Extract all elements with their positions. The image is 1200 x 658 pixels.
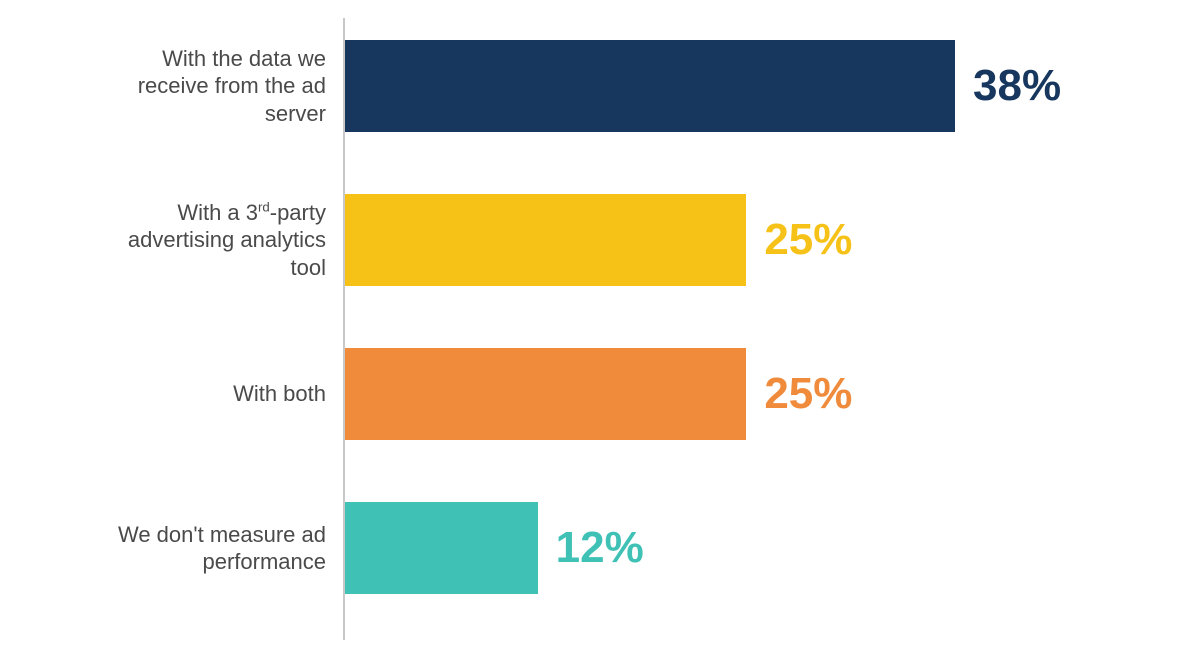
bar bbox=[345, 40, 955, 132]
value-label: 25% bbox=[764, 194, 852, 286]
chart-row: We don't measure ad performance 12% bbox=[0, 502, 1200, 594]
value-label: 25% bbox=[764, 348, 852, 440]
value-label: 12% bbox=[556, 502, 644, 594]
category-label: With both bbox=[96, 348, 326, 440]
bar bbox=[345, 348, 746, 440]
chart-row: With both 25% bbox=[0, 348, 1200, 440]
category-label: With the data we receive from the ad ser… bbox=[96, 40, 326, 132]
bar bbox=[345, 502, 538, 594]
chart-row: With a 3rd-party advertising analytics t… bbox=[0, 194, 1200, 286]
category-label: We don't measure ad performance bbox=[96, 502, 326, 594]
bar bbox=[345, 194, 746, 286]
chart-row: With the data we receive from the ad ser… bbox=[0, 40, 1200, 132]
value-label: 38% bbox=[973, 40, 1061, 132]
category-label: With a 3rd-party advertising analytics t… bbox=[96, 194, 326, 286]
horizontal-bar-chart: With the data we receive from the ad ser… bbox=[0, 0, 1200, 658]
